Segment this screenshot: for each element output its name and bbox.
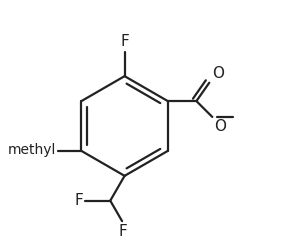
Text: F: F: [120, 35, 129, 49]
Text: O: O: [212, 66, 224, 81]
Text: F: F: [74, 193, 83, 208]
Text: O: O: [214, 119, 226, 134]
Text: F: F: [119, 224, 128, 239]
Text: methyl: methyl: [8, 143, 56, 157]
